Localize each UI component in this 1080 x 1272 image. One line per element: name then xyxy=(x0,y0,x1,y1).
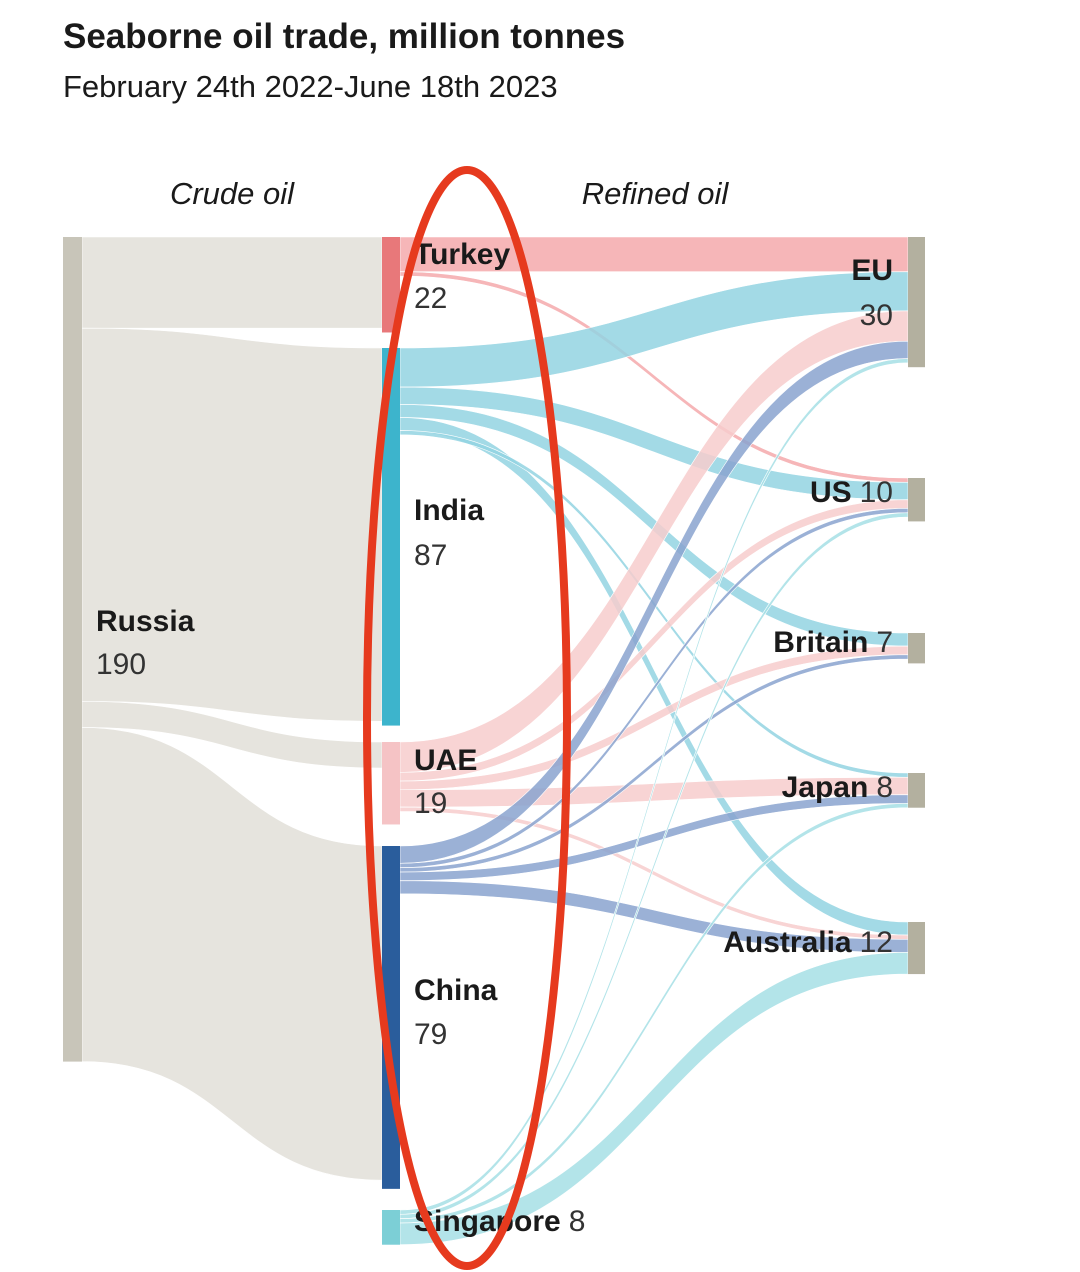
node-value: 7 xyxy=(876,626,893,659)
node-value: 190 xyxy=(96,648,146,681)
node-name: Turkey xyxy=(414,238,510,271)
node-name: Singapore xyxy=(414,1205,561,1238)
node-value: 12 xyxy=(860,926,893,959)
highlight-ellipse xyxy=(363,166,571,1270)
stage-label: Crude oil xyxy=(170,176,295,211)
node-name: Russia xyxy=(96,605,195,638)
flow-link xyxy=(399,512,909,1219)
node-label: Singapore 8 xyxy=(414,1205,585,1238)
node-value: 8 xyxy=(876,771,893,804)
node-value: 10 xyxy=(860,476,893,509)
node-label: Britain 7 xyxy=(773,626,893,659)
node-name: Japan xyxy=(782,771,869,804)
labels: Russia190Turkey22India87UAE19China79Sing… xyxy=(96,238,893,1238)
chart-title: Seaborne oil trade, million tonnes xyxy=(63,17,625,56)
node-value: 19 xyxy=(414,787,447,820)
stage-label: Refined oil xyxy=(582,176,730,211)
node-bar xyxy=(908,478,925,522)
nodes xyxy=(63,237,925,1245)
node-name: EU xyxy=(851,254,893,287)
node-bar xyxy=(382,1210,400,1245)
node-name: Australia xyxy=(723,926,852,959)
node-label: Japan 8 xyxy=(782,771,893,804)
node-label: US 10 xyxy=(810,476,893,509)
flow-link xyxy=(81,727,383,1181)
chart-subtitle: February 24th 2022-June 18th 2023 xyxy=(63,69,558,104)
node-bar xyxy=(908,922,925,975)
node-value: 22 xyxy=(414,282,447,315)
node-bar xyxy=(382,237,400,333)
node-bar xyxy=(908,633,925,664)
node-bar xyxy=(63,237,82,1062)
node-label: Australia 12 xyxy=(723,926,893,959)
node-name: US xyxy=(810,476,852,509)
node-value: 87 xyxy=(414,539,447,572)
node-bar xyxy=(908,773,925,808)
node-bar xyxy=(382,348,400,726)
node-value: 30 xyxy=(860,299,893,332)
links xyxy=(81,236,909,1246)
node-bar xyxy=(908,237,925,368)
flow-link xyxy=(81,236,383,329)
node-name: China xyxy=(414,974,498,1007)
node-bar xyxy=(382,742,400,825)
node-name: India xyxy=(414,494,484,527)
node-name: UAE xyxy=(414,744,477,777)
node-value: 79 xyxy=(414,1018,447,1051)
node-value: 8 xyxy=(569,1205,586,1238)
node-name: Britain xyxy=(773,626,868,659)
